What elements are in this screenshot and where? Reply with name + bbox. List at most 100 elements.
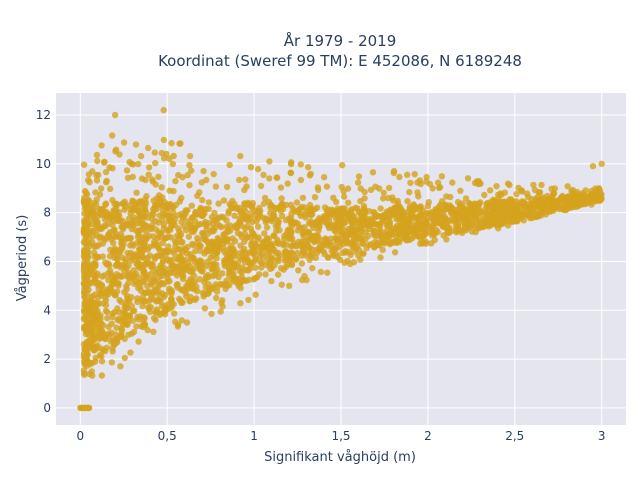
data-point [486, 216, 493, 224]
data-point [274, 174, 281, 181]
data-point [444, 229, 451, 237]
data-point [80, 239, 88, 246]
data-point [203, 176, 210, 184]
data-point [501, 198, 509, 205]
data-point [227, 267, 234, 275]
data-point [95, 171, 102, 179]
data-point [154, 297, 162, 304]
data-point [387, 212, 394, 219]
data-point [578, 196, 586, 203]
data-point [125, 279, 132, 287]
data-point [454, 198, 462, 206]
data-point [134, 233, 142, 241]
data-point [201, 278, 208, 286]
data-point [297, 243, 305, 250]
y-tick-label: 0 [43, 401, 51, 415]
data-point [129, 274, 137, 281]
data-point [275, 239, 282, 246]
y-axis-label: Vågperiod (s) [15, 215, 30, 302]
data-point [110, 207, 117, 214]
data-point [278, 212, 286, 220]
data-point [498, 205, 506, 212]
data-point [148, 281, 155, 288]
y-tick-label: 2 [43, 352, 51, 366]
data-point [140, 235, 147, 243]
data-point [170, 152, 177, 160]
data-point [530, 181, 537, 189]
data-point [100, 300, 107, 307]
data-point [130, 214, 137, 221]
data-point [114, 212, 121, 219]
data-point [406, 216, 414, 223]
data-point [267, 241, 274, 248]
data-point [135, 338, 142, 345]
data-point [449, 179, 456, 186]
data-point [547, 207, 554, 215]
data-point [377, 205, 384, 212]
data-point [465, 199, 473, 207]
data-point [182, 208, 189, 216]
data-point [115, 282, 122, 289]
data-point [455, 218, 462, 225]
data-point [341, 227, 348, 235]
data-point [392, 224, 399, 231]
data-point [102, 259, 109, 266]
data-point [278, 281, 285, 288]
data-point [247, 164, 255, 171]
data-point [223, 282, 231, 289]
data-point [520, 198, 528, 205]
data-point [176, 234, 183, 241]
data-point [315, 186, 322, 194]
data-point [261, 194, 269, 202]
data-point [112, 274, 120, 281]
data-point [88, 215, 96, 222]
data-point [134, 253, 141, 260]
data-point [371, 227, 378, 234]
data-point [513, 190, 520, 198]
data-point [85, 286, 92, 293]
y-tick-label: 4 [43, 303, 51, 317]
data-point [117, 230, 125, 238]
data-point [568, 188, 575, 195]
x-tick-label: 2,5 [505, 429, 524, 443]
data-point [113, 324, 120, 331]
data-point [189, 240, 196, 248]
data-point [109, 344, 116, 352]
data-point [183, 319, 191, 326]
data-point [294, 249, 301, 257]
data-point [459, 229, 466, 237]
data-point [177, 140, 184, 147]
data-point [379, 246, 386, 254]
data-point [128, 220, 135, 228]
data-point [160, 155, 168, 162]
data-point [306, 256, 313, 264]
data-point [493, 204, 501, 211]
data-point [237, 231, 244, 238]
data-point [243, 183, 250, 190]
data-point [103, 177, 110, 185]
data-point [139, 278, 146, 285]
data-point [286, 257, 293, 264]
data-point [438, 198, 446, 205]
data-point [91, 343, 99, 351]
data-point [81, 248, 88, 255]
data-point [102, 168, 110, 176]
data-point [155, 244, 162, 251]
data-point [237, 152, 244, 160]
data-point [387, 239, 394, 247]
data-point [154, 235, 161, 242]
chart-title-line-2: Koordinat (Sweref 99 TM): E 452086, N 61… [158, 52, 522, 70]
data-point [337, 213, 344, 220]
data-point [360, 202, 368, 210]
data-point [146, 243, 153, 251]
data-point [200, 293, 207, 300]
data-point [249, 239, 256, 246]
data-point [393, 205, 400, 212]
data-point [514, 218, 521, 225]
data-point [169, 209, 177, 216]
data-point [237, 300, 244, 307]
data-point [337, 223, 344, 230]
data-point [156, 273, 163, 280]
data-point [205, 205, 212, 213]
data-point [231, 238, 239, 245]
